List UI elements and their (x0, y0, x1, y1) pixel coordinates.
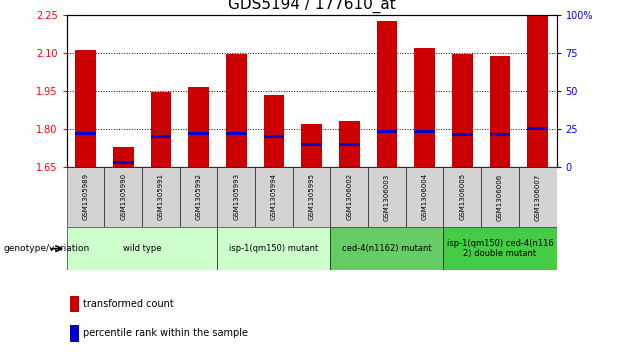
Bar (218, 167, 255, 227)
Bar (226, 132, 247, 135)
Text: GSM1306007: GSM1306007 (535, 173, 541, 221)
Bar (301, 124, 322, 167)
Text: GSM1306006: GSM1306006 (497, 173, 503, 221)
Bar (519, 167, 556, 227)
Text: GSM1305992: GSM1305992 (196, 174, 202, 220)
Bar (490, 134, 510, 136)
Bar (180, 167, 218, 227)
Bar (218, 227, 331, 270)
Bar (151, 92, 171, 167)
Title: GDS5194 / 177610_at: GDS5194 / 177610_at (228, 0, 396, 13)
Bar (75, 132, 96, 135)
Bar (263, 94, 284, 167)
Text: GSM1305994: GSM1305994 (271, 174, 277, 220)
Bar (67, 167, 104, 227)
Bar (443, 167, 481, 227)
Bar (293, 167, 331, 227)
Text: isp-1(qm150) mutant: isp-1(qm150) mutant (230, 244, 319, 253)
Bar (188, 87, 209, 167)
Text: ced-4(n1162) mutant: ced-4(n1162) mutant (342, 244, 432, 253)
Bar (226, 54, 247, 167)
Text: GSM1305995: GSM1305995 (308, 174, 315, 220)
Bar (443, 227, 556, 270)
Text: wild type: wild type (123, 244, 162, 253)
Bar (263, 135, 284, 138)
Bar (377, 21, 398, 167)
Bar (452, 134, 473, 136)
Bar (377, 130, 398, 134)
Bar (113, 147, 134, 167)
Bar (151, 135, 171, 138)
Bar (188, 132, 209, 135)
Text: isp-1(qm150) ced-4(n116
2) double mutant: isp-1(qm150) ced-4(n116 2) double mutant (446, 239, 553, 258)
Bar (331, 227, 443, 270)
Text: GSM1305990: GSM1305990 (120, 174, 127, 220)
Bar (481, 167, 519, 227)
Bar (339, 121, 360, 167)
Bar (70, 325, 78, 342)
Bar (104, 167, 142, 227)
Text: percentile rank within the sample: percentile rank within the sample (83, 329, 248, 338)
Bar (490, 56, 510, 167)
Text: GSM1306004: GSM1306004 (422, 174, 427, 220)
Text: genotype/variation: genotype/variation (3, 244, 90, 253)
Bar (301, 143, 322, 146)
Bar (527, 127, 548, 130)
Bar (75, 50, 96, 167)
Text: GSM1305991: GSM1305991 (158, 174, 164, 220)
Bar (414, 130, 435, 134)
Bar (339, 143, 360, 146)
Text: GSM1305993: GSM1305993 (233, 174, 239, 220)
Text: GSM1306003: GSM1306003 (384, 173, 390, 221)
Text: transformed count: transformed count (83, 299, 174, 309)
Bar (331, 167, 368, 227)
Bar (452, 54, 473, 167)
Bar (406, 167, 443, 227)
Bar (527, 15, 548, 167)
Bar (70, 296, 78, 313)
Bar (142, 167, 180, 227)
Bar (255, 167, 293, 227)
Bar (414, 48, 435, 167)
Bar (368, 167, 406, 227)
Text: GSM1305989: GSM1305989 (83, 174, 88, 220)
Text: GSM1306002: GSM1306002 (347, 174, 352, 220)
Bar (113, 161, 134, 164)
Bar (67, 227, 218, 270)
Text: GSM1306005: GSM1306005 (459, 174, 466, 220)
